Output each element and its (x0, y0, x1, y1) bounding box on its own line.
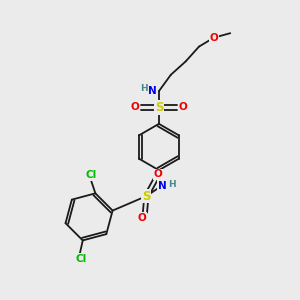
Text: O: O (138, 213, 146, 223)
Text: Cl: Cl (85, 170, 97, 180)
Text: S: S (142, 190, 151, 202)
Text: O: O (131, 103, 140, 112)
Text: N: N (158, 181, 166, 191)
Text: N: N (148, 86, 157, 96)
Text: S: S (155, 101, 163, 114)
Text: O: O (209, 33, 218, 43)
Text: O: O (154, 169, 163, 179)
Text: O: O (178, 103, 187, 112)
Text: H: H (169, 180, 176, 189)
Text: H: H (140, 84, 148, 93)
Text: Cl: Cl (76, 254, 87, 264)
